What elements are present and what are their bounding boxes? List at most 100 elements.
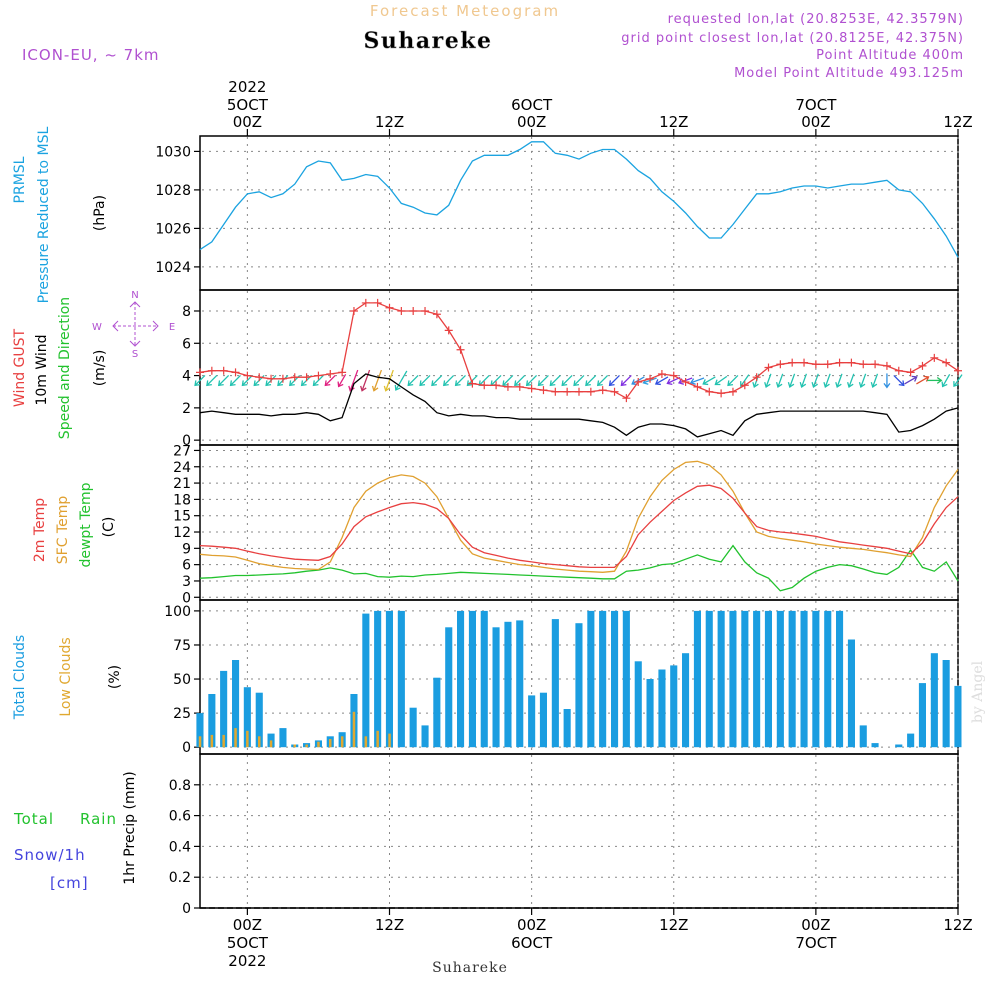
total-cloud-bar-61	[918, 683, 926, 748]
total-cloud-bar-3	[232, 660, 240, 748]
location-title: Suhareke	[364, 28, 493, 54]
y-axis-ticks: 1024102610281030024680369121518212427025…	[155, 144, 200, 917]
gust-marker-39	[657, 369, 666, 378]
sfc-temp-line	[199, 460, 959, 573]
top-tick-line3-1: 12Z	[375, 113, 404, 131]
wind-label-1: Wind GUST	[12, 328, 28, 407]
total-cloud-bar-16	[385, 610, 393, 748]
wind-arrow-15	[371, 369, 383, 392]
ytick-label-clouds-3: 75	[173, 638, 191, 654]
total-cloud-bar-2	[220, 670, 228, 748]
top-tick-line3-5: 12Z	[943, 113, 972, 131]
precip-label-rain: Rain	[80, 810, 117, 828]
gust-marker-33	[586, 387, 595, 396]
temp-panel-frame	[199, 444, 959, 601]
ytick-label-temp-0: 0	[182, 590, 191, 606]
gust-marker-49	[776, 360, 785, 369]
total-cloud-bar-53	[824, 610, 832, 748]
wind-arrow-48	[764, 373, 772, 389]
temp2m-line	[199, 484, 959, 569]
series-layer	[194, 141, 963, 748]
wind-arrow-17	[394, 370, 408, 391]
total-cloud-bar-25	[492, 627, 500, 748]
wind-arrow-18	[407, 375, 419, 387]
gust-marker-40	[669, 371, 678, 380]
low-cloud-bar-16	[388, 733, 391, 748]
ytick-label-temp-8: 24	[173, 460, 191, 476]
gust-marker-28	[527, 384, 536, 393]
ytick-label-precip-2: 0.4	[169, 839, 191, 855]
total-cloud-bar-49	[776, 610, 784, 748]
gust-marker-42	[693, 382, 702, 391]
wind-arrow-51	[799, 373, 808, 389]
ytick-label-clouds-0: 0	[182, 740, 191, 756]
gust-marker-59	[894, 366, 903, 375]
grid-point-coords: grid point closest lon,lat (20.8125E, 42…	[621, 31, 964, 46]
total-cloud-bar-40	[670, 665, 678, 748]
gust-marker-41	[681, 378, 690, 387]
footer-location: Suhareke	[432, 960, 508, 976]
ytick-label-temp-9: 27	[173, 443, 191, 459]
total-cloud-bar-43	[705, 610, 713, 748]
wind-arrow-60	[904, 375, 918, 385]
total-cloud-bar-4	[243, 687, 251, 748]
pressure-label-2: Pressure Reduced to MSL	[36, 126, 52, 303]
total-cloud-bar-27	[516, 620, 524, 748]
forecast-title: Forecast Meteogram	[370, 2, 560, 20]
gust-marker-6	[267, 374, 276, 383]
wind-unit: (m/s)	[92, 350, 108, 387]
gust-marker-27	[515, 382, 524, 391]
total-cloud-bar-62	[930, 653, 938, 748]
wind-arrow-63	[941, 374, 951, 388]
gust-marker-7	[278, 374, 287, 383]
gust-marker-62	[930, 353, 939, 362]
gust-marker-34	[598, 386, 607, 395]
wind-arrow-55	[847, 373, 855, 389]
gust-marker-20	[432, 310, 441, 319]
gust-marker-45	[728, 387, 737, 396]
wind-arrow-57	[870, 373, 879, 389]
gust-marker-3	[231, 368, 240, 377]
gust-marker-44	[717, 389, 726, 398]
ytick-label-temp-2: 6	[182, 558, 191, 574]
bottom-tick-line2-0: 5OCT	[227, 934, 269, 952]
bottom-tick-line1-3: 12Z	[659, 916, 688, 934]
gust-marker-26	[503, 382, 512, 391]
gust-marker-23	[468, 379, 477, 388]
gust-marker-10	[314, 371, 323, 380]
ytick-label-clouds-2: 50	[173, 672, 191, 688]
gust-marker-47	[752, 373, 761, 382]
ytick-label-pressure-1: 1026	[155, 221, 191, 237]
gust-marker-2	[219, 366, 228, 375]
total-cloud-bar-14	[362, 613, 370, 748]
ytick-label-pressure-0: 1024	[155, 260, 191, 276]
compass-n: N	[131, 290, 138, 301]
wind-arrow-53	[823, 373, 831, 389]
bottom-tick-line1-0: 00Z	[233, 916, 262, 934]
wind-arrow-3	[229, 375, 241, 387]
wind-arrow-14	[360, 369, 371, 392]
wind-speed-line	[199, 373, 959, 438]
temp-label-2: SFC Temp	[55, 496, 71, 565]
gust-marker-4	[243, 371, 252, 380]
total-cloud-bar-64	[954, 685, 962, 748]
wind-arrow-35	[608, 375, 620, 387]
gust-marker-32	[575, 387, 583, 396]
total-cloud-bar-30	[551, 619, 559, 748]
low-cloud-bar-11	[329, 739, 332, 748]
total-cloud-bar-51	[800, 610, 808, 748]
bottom-tick-line1-1: 12Z	[375, 916, 404, 934]
wind-label-2: 10m Wind	[34, 334, 50, 405]
gust-marker-36	[622, 394, 631, 403]
wind-arrow-45	[727, 375, 739, 387]
low-cloud-bar-8	[293, 744, 296, 748]
gust-marker-12	[338, 368, 347, 377]
total-cloud-bar-52	[812, 610, 820, 748]
compass-e: E	[169, 322, 175, 333]
gust-marker-1	[207, 366, 216, 375]
total-cloud-bar-55	[847, 639, 855, 748]
model-label: ICON-EU, ~ 7km	[22, 46, 160, 64]
total-cloud-bar-1	[208, 694, 216, 748]
gust-marker-54	[835, 358, 844, 367]
wind-arrow-22	[454, 375, 466, 387]
